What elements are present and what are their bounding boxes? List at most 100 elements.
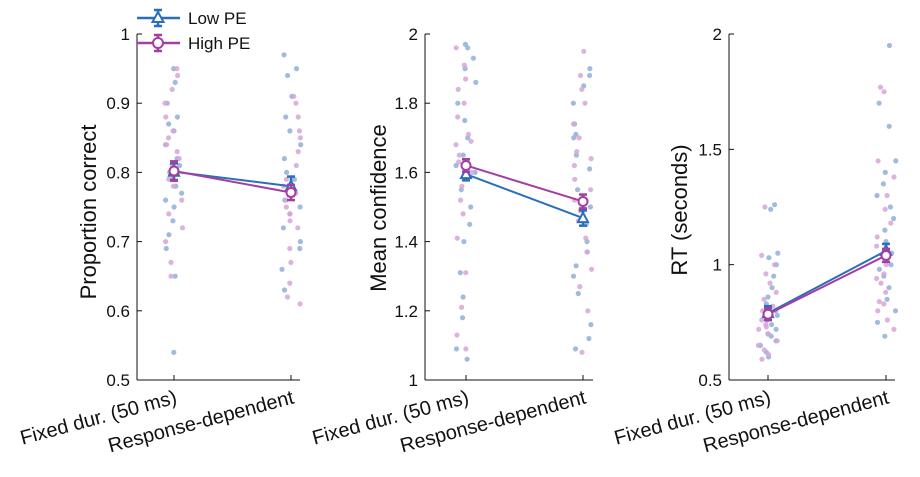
participant-dot-low-pe-response-dependent-11 <box>284 169 290 175</box>
participant-dot-high-pe-response-dependent-15 <box>875 158 881 164</box>
participant-dot-high-pe-response-dependent-7 <box>883 262 889 268</box>
participant-dot-high-pe-fixed-dur-50-ms-18 <box>762 204 768 210</box>
participant-dot-low-pe-fixed-dur-50-ms-6 <box>163 197 169 203</box>
participant-dot-high-pe-fixed-dur-50-ms-9 <box>456 159 462 165</box>
y-tick-label-1: 1 <box>409 371 418 390</box>
participant-dot-low-pe-fixed-dur-50-ms-16 <box>174 114 180 120</box>
participant-dot-low-pe-fixed-dur-50-ms-12 <box>765 294 771 300</box>
participant-dot-low-pe-fixed-dur-50-ms-11 <box>460 152 466 158</box>
participant-dot-low-pe-response-dependent-0 <box>281 287 288 293</box>
participant-dot-high-pe-fixed-dur-50-ms-8 <box>469 169 475 175</box>
participant-dot-low-pe-response-dependent-18 <box>281 52 287 58</box>
participant-dot-low-pe-response-dependent-19 <box>573 131 579 137</box>
participant-dot-low-pe-response-dependent-18 <box>886 42 893 49</box>
participant-dot-low-pe-response-dependent-11 <box>887 204 894 210</box>
legend-triangle-marker-low-pe <box>150 9 166 23</box>
participant-dot-high-pe-fixed-dur-50-ms-0 <box>168 273 174 279</box>
participant-dot-low-pe-fixed-dur-50-ms-19 <box>462 41 468 48</box>
participant-dot-high-pe-fixed-dur-50-ms-6 <box>756 326 762 332</box>
y-axis-title-proportion-correct: Proportion correct <box>76 125 101 300</box>
participant-dot-high-pe-response-dependent-6 <box>287 218 293 224</box>
participant-dot-high-pe-fixed-dur-50-ms-6 <box>170 183 176 189</box>
legend-label-low-pe: Low PE <box>188 9 247 28</box>
participant-dot-low-pe-response-dependent-15 <box>893 158 899 164</box>
participant-dot-low-pe-response-dependent-6 <box>297 204 303 210</box>
participant-dot-low-pe-response-dependent-10 <box>291 176 297 182</box>
participant-dot-low-pe-fixed-dur-50-ms-19 <box>772 202 778 208</box>
legend-item-low-pe: Low PE <box>137 8 247 28</box>
participant-dot-low-pe-fixed-dur-50-ms-15 <box>473 79 479 85</box>
participant-dot-low-pe-fixed-dur-50-ms-6 <box>467 221 473 227</box>
participant-dot-high-pe-fixed-dur-50-ms-0 <box>463 346 469 352</box>
participant-dot-low-pe-fixed-dur-50-ms-0 <box>171 349 177 355</box>
participant-dot-low-pe-fixed-dur-50-ms-11 <box>177 162 183 169</box>
participant-dot-high-pe-response-dependent-16 <box>579 86 585 92</box>
participant-dot-high-pe-fixed-dur-50-ms-13 <box>455 114 461 120</box>
participant-dot-low-pe-response-dependent-12 <box>874 192 880 199</box>
participant-dot-high-pe-fixed-dur-50-ms-18 <box>453 45 459 51</box>
y-tick-label-2: 2 <box>409 25 418 44</box>
participant-dot-low-pe-fixed-dur-50-ms-17 <box>775 250 781 256</box>
participant-dot-high-pe-fixed-dur-50-ms-6 <box>458 197 464 203</box>
series-line-high-pe <box>465 164 584 203</box>
participant-dot-low-pe-fixed-dur-50-ms-9 <box>774 312 780 318</box>
participant-dot-high-pe-fixed-dur-50-ms-2 <box>761 347 767 353</box>
participant-dot-high-pe-response-dependent-3 <box>876 299 882 305</box>
participant-dot-high-pe-response-dependent-14 <box>295 149 301 155</box>
participant-dot-high-pe-response-dependent-9 <box>283 197 289 203</box>
participant-dot-high-pe-response-dependent-11 <box>888 220 894 226</box>
participant-dot-high-pe-response-dependent-18 <box>293 100 299 106</box>
participant-dot-low-pe-response-dependent-10 <box>891 215 897 222</box>
series-line-high-pe <box>767 254 887 316</box>
participant-dot-high-pe-fixed-dur-50-ms-1 <box>766 352 772 358</box>
y-tick-label-1-8: 1.8 <box>394 94 418 113</box>
participant-dot-high-pe-fixed-dur-50-ms-4 <box>166 211 172 217</box>
participant-dot-high-pe-response-dependent-14 <box>571 121 577 127</box>
participant-dot-low-pe-response-dependent-0 <box>572 346 579 352</box>
participant-dot-high-pe-response-dependent-10 <box>874 234 880 240</box>
y-tick-label-1-5: 1.5 <box>698 140 722 159</box>
participant-dot-high-pe-fixed-dur-50-ms-14 <box>767 280 773 286</box>
participant-dot-low-pe-fixed-dur-50-ms-13 <box>769 285 775 291</box>
participant-dot-high-pe-response-dependent-16 <box>296 128 303 134</box>
participant-dot-low-pe-response-dependent-15 <box>283 114 289 120</box>
participant-dot-low-pe-response-dependent-19 <box>293 66 300 72</box>
participant-dot-high-pe-response-dependent-4 <box>584 249 590 255</box>
participant-dot-high-pe-fixed-dur-50-ms-2 <box>459 304 465 310</box>
participant-dot-high-pe-response-dependent-12 <box>882 206 888 212</box>
participant-dot-low-pe-response-dependent-14 <box>287 128 293 134</box>
participant-dot-high-pe-response-dependent-17 <box>295 114 301 120</box>
point-high-pe-fixed-dur-50-ms <box>460 159 472 171</box>
participant-dot-low-pe-response-dependent-18 <box>587 66 593 72</box>
participant-dot-high-pe-response-dependent-3 <box>589 266 595 272</box>
participant-dot-low-pe-fixed-dur-50-ms-2 <box>163 245 169 252</box>
participant-dot-low-pe-fixed-dur-50-ms-6 <box>773 326 779 332</box>
participant-dot-low-pe-response-dependent-6 <box>888 262 894 268</box>
participant-dot-high-pe-fixed-dur-50-ms-5 <box>765 331 771 337</box>
participant-dot-high-pe-fixed-dur-50-ms-7 <box>166 176 172 182</box>
participant-dot-high-pe-response-dependent-9 <box>588 187 594 193</box>
participant-dot-high-pe-response-dependent-16 <box>881 89 887 95</box>
participant-dot-high-pe-fixed-dur-50-ms-19 <box>468 138 474 144</box>
participant-dot-high-pe-response-dependent-0 <box>579 349 585 355</box>
participant-dot-high-pe-response-dependent-13 <box>576 135 582 141</box>
participant-dot-high-pe-response-dependent-12 <box>283 176 289 182</box>
participant-dot-low-pe-response-dependent-10 <box>575 187 581 193</box>
y-tick-label-1: 1 <box>713 256 722 275</box>
participant-dot-low-pe-fixed-dur-50-ms-7 <box>468 204 474 210</box>
participant-dot-high-pe-fixed-dur-50-ms-1 <box>454 332 460 338</box>
participant-dot-low-pe-fixed-dur-50-ms-14 <box>771 273 777 279</box>
participant-dot-low-pe-response-dependent-17 <box>876 100 882 106</box>
participant-dot-low-pe-response-dependent-4 <box>886 285 892 291</box>
participant-dot-high-pe-fixed-dur-50-ms-15 <box>455 86 461 92</box>
participant-dot-high-pe-response-dependent-0 <box>891 326 897 332</box>
participant-dot-high-pe-response-dependent-2 <box>287 280 293 286</box>
participant-dot-high-pe-fixed-dur-50-ms-19 <box>763 324 769 330</box>
participant-dot-high-pe-fixed-dur-50-ms-11 <box>174 149 180 155</box>
participant-dot-high-pe-response-dependent-9 <box>874 243 880 249</box>
participant-dot-low-pe-fixed-dur-50-ms-0 <box>464 356 470 362</box>
participant-dot-high-pe-fixed-dur-50-ms-16 <box>463 76 469 82</box>
